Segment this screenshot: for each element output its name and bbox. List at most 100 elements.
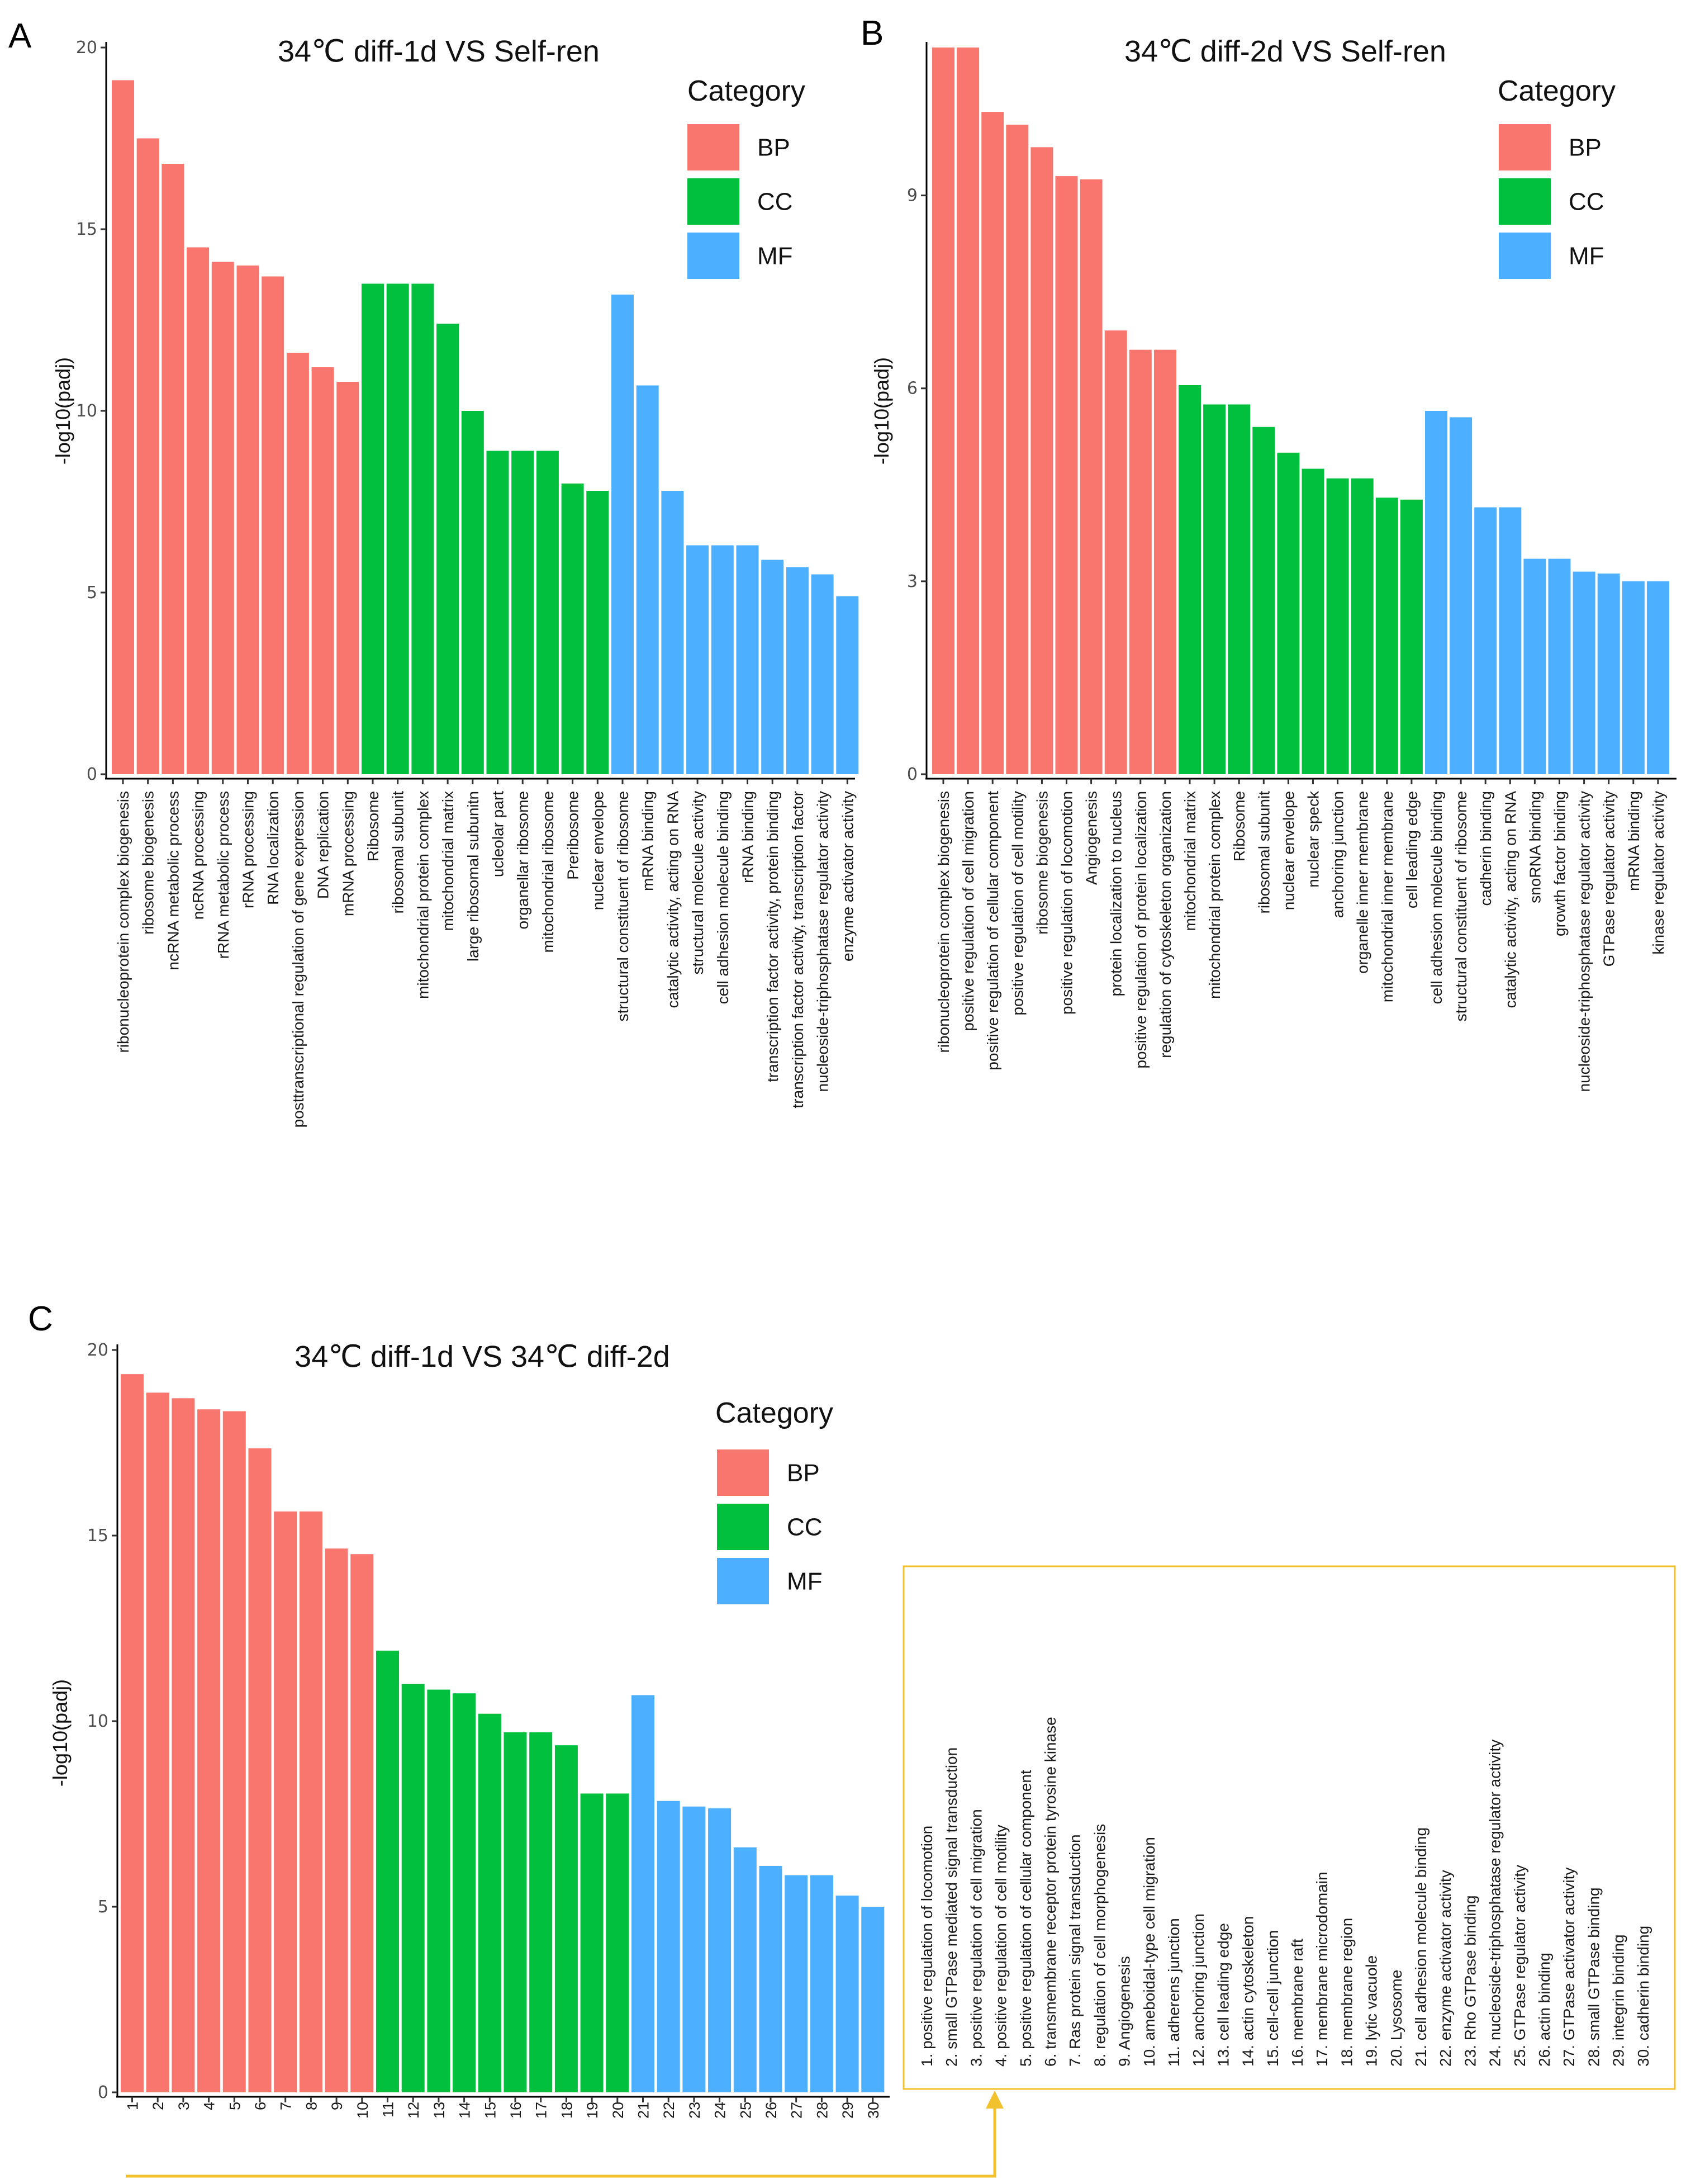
key-entry: 30. cadherin binding <box>1635 1926 1652 2067</box>
key-entry: 11. adherens junction <box>1165 1918 1182 2067</box>
legend: Category BP CC MF <box>1498 75 1616 279</box>
legend: Category BP CC MF <box>715 1397 833 1604</box>
legend-title: Category <box>715 1397 833 1429</box>
bar <box>708 1808 732 2092</box>
chart-panel-b: B 0 3 6 9 ribonucleoprotein complex biogenesi… <box>861 14 1676 1092</box>
legend-title: Category <box>687 75 805 107</box>
legend-swatch-cc <box>687 178 739 225</box>
bar <box>1203 404 1226 774</box>
x-tick-label: catalytic activity, acting on RNA <box>664 791 681 1008</box>
y-tick-label: 9 <box>907 186 918 206</box>
x-tick-label: cell adhesion molecule binding <box>1428 791 1445 1004</box>
bar <box>486 451 509 774</box>
chart-title: 34℃ diff-2d VS Self-ren <box>1124 35 1446 68</box>
chart-title: 34℃ diff-1d VS 34℃ diff-2d <box>295 1340 670 1373</box>
key-entry: 12. anchoring junction <box>1190 1913 1207 2067</box>
key-entry: 28. small GTPase binding <box>1585 1887 1602 2067</box>
x-tick-label: growth factor binding <box>1551 791 1569 936</box>
bar <box>932 48 954 774</box>
chart-title: 34℃ diff-1d VS Self-ren <box>278 35 600 68</box>
x-tick-label: rRNA binding <box>739 791 757 883</box>
bar <box>554 1745 578 2092</box>
bar <box>136 138 159 774</box>
x-tick-label: rRNA metabolic process <box>215 791 232 959</box>
x-tick-label: 30 <box>865 2102 882 2119</box>
x-tick-label: ribonucleoprotein complex biogenesis <box>115 791 132 1053</box>
key-entry: 20. Lysosome <box>1388 1970 1405 2067</box>
bar <box>1351 478 1374 774</box>
bar <box>1129 349 1152 774</box>
x-tick-label: 25 <box>737 2102 754 2119</box>
legend-label-cc: CC <box>1569 188 1604 216</box>
bar <box>427 1689 450 2092</box>
key-entry: 17. membrane microdomain <box>1313 1872 1331 2067</box>
legend-label-mf: MF <box>757 243 793 270</box>
bar <box>274 1511 297 2092</box>
bar <box>299 1511 322 2092</box>
x-tick-label: 1 <box>125 2102 141 2110</box>
x-tick-label: mitochondrial matrix <box>1181 791 1199 931</box>
bar <box>401 1684 425 2092</box>
bar <box>786 567 809 774</box>
x-tick-label: 8 <box>303 2102 320 2110</box>
bar <box>1499 507 1522 774</box>
x-tick-label: 10 <box>354 2102 371 2119</box>
chart-panel-a: A 0 5 10 15 20 ribonucleoprotein complex bioge… <box>8 17 859 1127</box>
x-tick-label: mitochondrial matrix <box>439 791 457 931</box>
legend-label-mf: MF <box>787 1568 823 1595</box>
key-entry: 24. nucleoside-triphosphatase regulator … <box>1486 1740 1504 2067</box>
key-entry: 5. positive regulation of cellular compo… <box>1017 1770 1034 2067</box>
bar <box>504 1732 527 2092</box>
x-tick-label: nucleoside-triphosphatase regulator acti… <box>1576 791 1593 1092</box>
bar <box>811 574 834 774</box>
key-entry: 25. GTPase regulator activity <box>1511 1865 1528 2067</box>
key-border <box>903 1565 1676 2090</box>
key-entry: 3. positive regulation of cell migration <box>967 1809 985 2067</box>
bar <box>529 1732 553 2092</box>
bar <box>222 1411 246 2092</box>
key-entry: 2. small GTPase mediated signal transduc… <box>943 1747 960 2067</box>
bar <box>686 545 709 774</box>
x-tick-label: enzyme activator activity <box>839 791 856 961</box>
bar <box>835 1896 859 2092</box>
y-tick-label: 0 <box>907 765 918 784</box>
bar <box>636 385 659 774</box>
bar <box>286 353 309 774</box>
key-entry: 13. cell leading edge <box>1214 1923 1232 2067</box>
x-tick-label: nuclear envelope <box>589 791 606 910</box>
legend-label-mf: MF <box>1569 243 1604 270</box>
x-tick-label: positive regulation of protein localizat… <box>1132 791 1150 1069</box>
bar <box>661 491 684 774</box>
bar <box>631 1695 654 2092</box>
bar <box>836 596 859 774</box>
x-tick-label: kinase regulator activity <box>1650 791 1667 955</box>
x-tick-label: rRNA processing <box>240 791 257 908</box>
x-tick-label: positive regulation of cell motility <box>1009 791 1026 1016</box>
x-tick-label: mitochondrial ribosome <box>539 791 557 953</box>
key-entry: 6. transmembrane receptor protein tyrosi… <box>1042 1717 1059 2067</box>
key-entry: 27. GTPase activator activity <box>1560 1868 1578 2067</box>
x-tick-label: structural constituent of ribosome <box>614 791 631 1021</box>
x-tick-label: ribosomal subunit <box>1255 791 1272 914</box>
bar <box>561 484 584 774</box>
x-tick-label: GTPase regulator activity <box>1600 791 1618 967</box>
bar <box>761 560 784 774</box>
x-tick-label: mRNA processing <box>339 791 357 916</box>
panel-letter: B <box>861 14 884 53</box>
x-tick-label: 27 <box>789 2102 805 2119</box>
x-tick-label: transcription factor activity, protein b… <box>764 791 781 1082</box>
legend-label-cc: CC <box>787 1514 823 1541</box>
x-tick-label: 16 <box>507 2102 524 2119</box>
x-tick-label: 3 <box>175 2102 192 2110</box>
legend-title: Category <box>1498 75 1616 107</box>
bar <box>1104 330 1127 774</box>
key-entry: 26. actin binding <box>1536 1953 1553 2067</box>
bar <box>376 1650 399 2092</box>
x-tick-label: 15 <box>482 2102 498 2119</box>
bar <box>511 451 534 774</box>
y-axis-label: -log10(padj) <box>49 1679 72 1787</box>
y-tick-label: 15 <box>87 1526 108 1546</box>
bar <box>411 283 434 774</box>
bar <box>248 1448 272 2092</box>
x-tick-label: Ribosome <box>1231 791 1248 861</box>
